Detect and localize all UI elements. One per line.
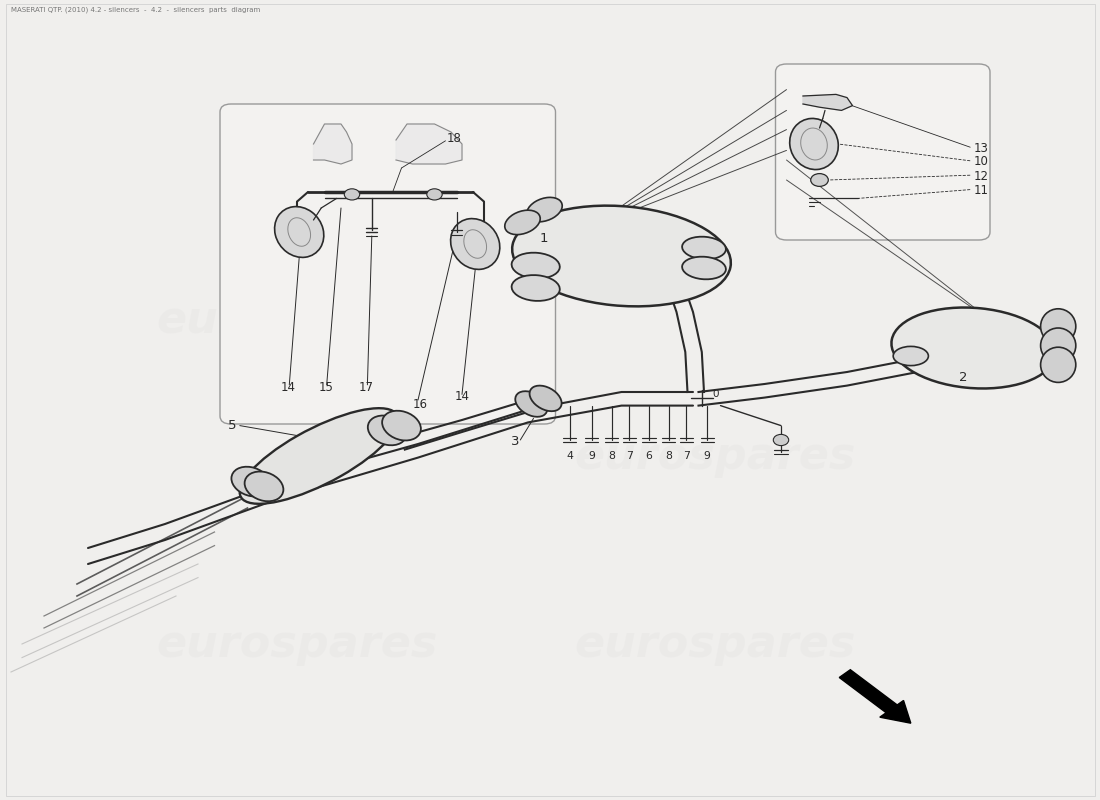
Text: 1: 1 [539,232,548,245]
Ellipse shape [529,386,562,411]
Text: 9: 9 [588,451,595,461]
Ellipse shape [275,206,323,258]
Text: 7: 7 [683,451,690,461]
Ellipse shape [427,189,442,200]
Text: 13: 13 [974,142,989,154]
Text: 14: 14 [280,381,296,394]
Text: 11: 11 [974,184,989,197]
Ellipse shape [682,257,726,279]
Ellipse shape [773,434,789,446]
Text: 10: 10 [974,155,989,168]
FancyArrow shape [839,670,911,723]
Ellipse shape [513,206,730,306]
Polygon shape [396,124,462,164]
Text: 7: 7 [626,451,632,461]
Ellipse shape [527,198,562,222]
Text: 14: 14 [454,390,470,403]
Text: eurospares: eurospares [156,622,438,666]
Ellipse shape [790,118,838,170]
Ellipse shape [512,253,560,278]
Ellipse shape [367,415,407,446]
Ellipse shape [505,210,540,234]
Text: eurospares: eurospares [574,622,856,666]
Text: MASERATI QTP. (2010) 4.2 - silencers  -  4.2  -  silencers  parts  diagram: MASERATI QTP. (2010) 4.2 - silencers - 4… [11,6,261,13]
Text: eurospares: eurospares [574,434,856,478]
Text: 18: 18 [447,132,462,145]
Ellipse shape [891,307,1056,389]
Ellipse shape [1041,328,1076,363]
FancyBboxPatch shape [776,64,990,240]
Text: 16: 16 [412,398,428,410]
Text: 15: 15 [319,381,334,394]
Text: 12: 12 [974,170,989,182]
Text: 4: 4 [566,451,573,461]
Ellipse shape [244,471,284,502]
Text: eurospares: eurospares [156,298,438,342]
Text: 5: 5 [228,419,236,432]
Ellipse shape [451,218,499,270]
Ellipse shape [893,346,928,366]
FancyBboxPatch shape [220,104,556,424]
Text: 8: 8 [608,451,615,461]
Text: 8: 8 [666,451,672,461]
Ellipse shape [231,466,271,497]
Text: 0: 0 [713,389,719,398]
Text: 9: 9 [704,451,711,461]
Text: 17: 17 [359,381,374,394]
Ellipse shape [1041,309,1076,344]
Text: 3: 3 [510,435,519,448]
Ellipse shape [382,410,421,441]
Ellipse shape [811,174,828,186]
Ellipse shape [344,189,360,200]
Ellipse shape [1041,347,1076,382]
Text: 2: 2 [959,371,968,384]
Polygon shape [314,124,352,164]
Ellipse shape [240,408,398,504]
Text: 6: 6 [646,451,652,461]
Ellipse shape [682,237,726,259]
Polygon shape [803,94,852,110]
Ellipse shape [512,275,560,301]
Ellipse shape [515,391,548,417]
